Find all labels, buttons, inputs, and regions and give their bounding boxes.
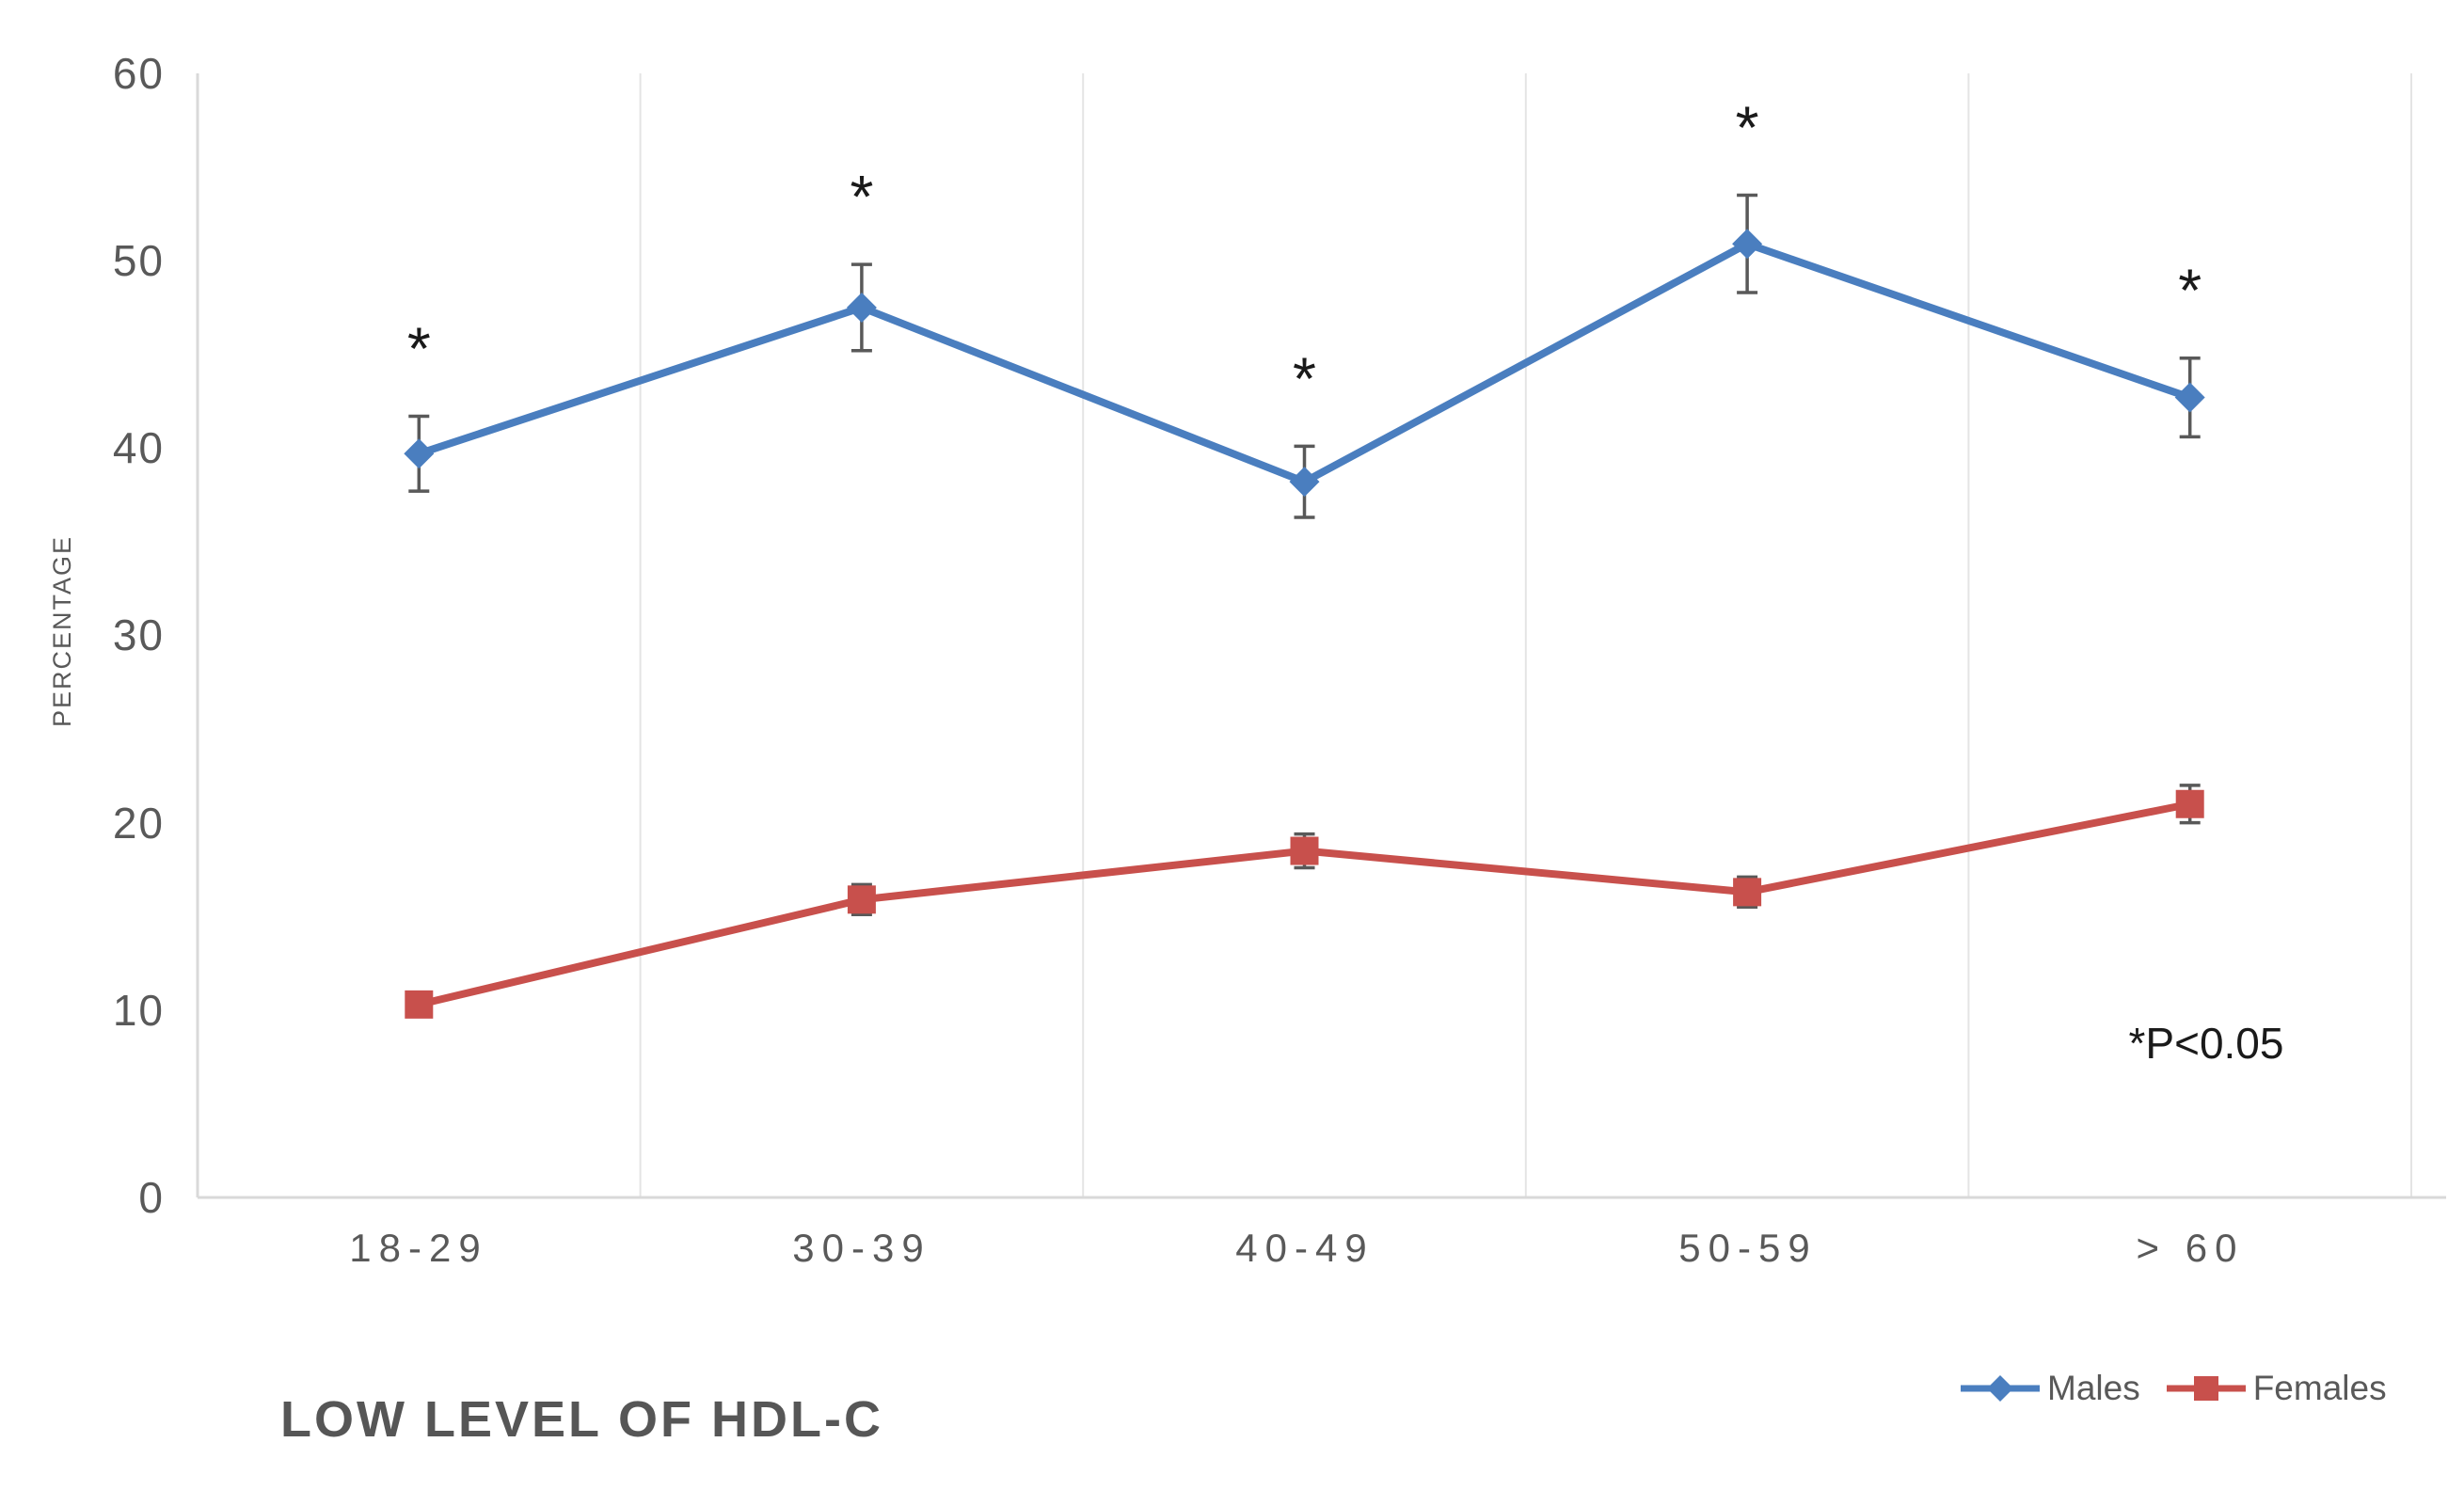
- data-point-marker-square: [2175, 789, 2204, 818]
- legend-item-females: Females: [2165, 1369, 2387, 1408]
- y-axis-tick: 60: [112, 49, 165, 98]
- significance-note: *P<0.05: [2128, 1019, 2284, 1068]
- significance-asterisk: *: [1293, 344, 1316, 412]
- data-point-marker-square: [1733, 878, 1762, 907]
- legend-label-males: Males: [2047, 1369, 2140, 1407]
- males-line-marker-icon: [1961, 1375, 2040, 1402]
- y-axis-tick: 10: [112, 986, 165, 1035]
- data-point-marker-diamond: [404, 438, 435, 469]
- legend: Males Females: [1959, 1369, 2387, 1408]
- significance-asterisk: *: [850, 163, 873, 230]
- y-axis-title: PERCENTAGE: [48, 534, 76, 728]
- y-axis-tick: 20: [112, 799, 165, 848]
- legend-item-males: Males: [1959, 1369, 2140, 1408]
- significance-asterisk: *: [2178, 257, 2202, 325]
- y-axis-tick: 0: [138, 1173, 165, 1222]
- data-point-marker-square: [847, 885, 876, 914]
- data-point-marker-diamond: [1732, 229, 1763, 260]
- x-axis-tick: 40-49: [1235, 1226, 1375, 1270]
- females-line-marker-icon: [2166, 1376, 2246, 1401]
- significance-asterisk: *: [407, 314, 431, 382]
- series-males: * * * * *: [404, 93, 2205, 519]
- data-point-marker-square: [405, 990, 434, 1019]
- x-axis-tick: > 60: [2136, 1226, 2245, 1270]
- chart-title: LOW LEVEL OF HDL-C: [280, 1391, 883, 1448]
- y-axis-tick: 40: [112, 423, 165, 472]
- significance-asterisk: *: [1736, 93, 1759, 161]
- x-axis-tick: 18-29: [349, 1226, 488, 1270]
- data-point-marker-diamond: [846, 292, 877, 323]
- y-axis-tick: 50: [112, 236, 165, 285]
- legend-label-females: Females: [2252, 1369, 2387, 1407]
- data-point-marker-square: [1290, 836, 1319, 865]
- data-point-marker-diamond: [2174, 382, 2205, 413]
- y-axis-tick: 30: [112, 610, 165, 659]
- x-axis-tick: 30-39: [792, 1226, 931, 1270]
- series-females: [405, 784, 2204, 1019]
- x-axis-tick: 50-59: [1678, 1226, 1818, 1270]
- data-point-marker-diamond: [1289, 467, 1320, 498]
